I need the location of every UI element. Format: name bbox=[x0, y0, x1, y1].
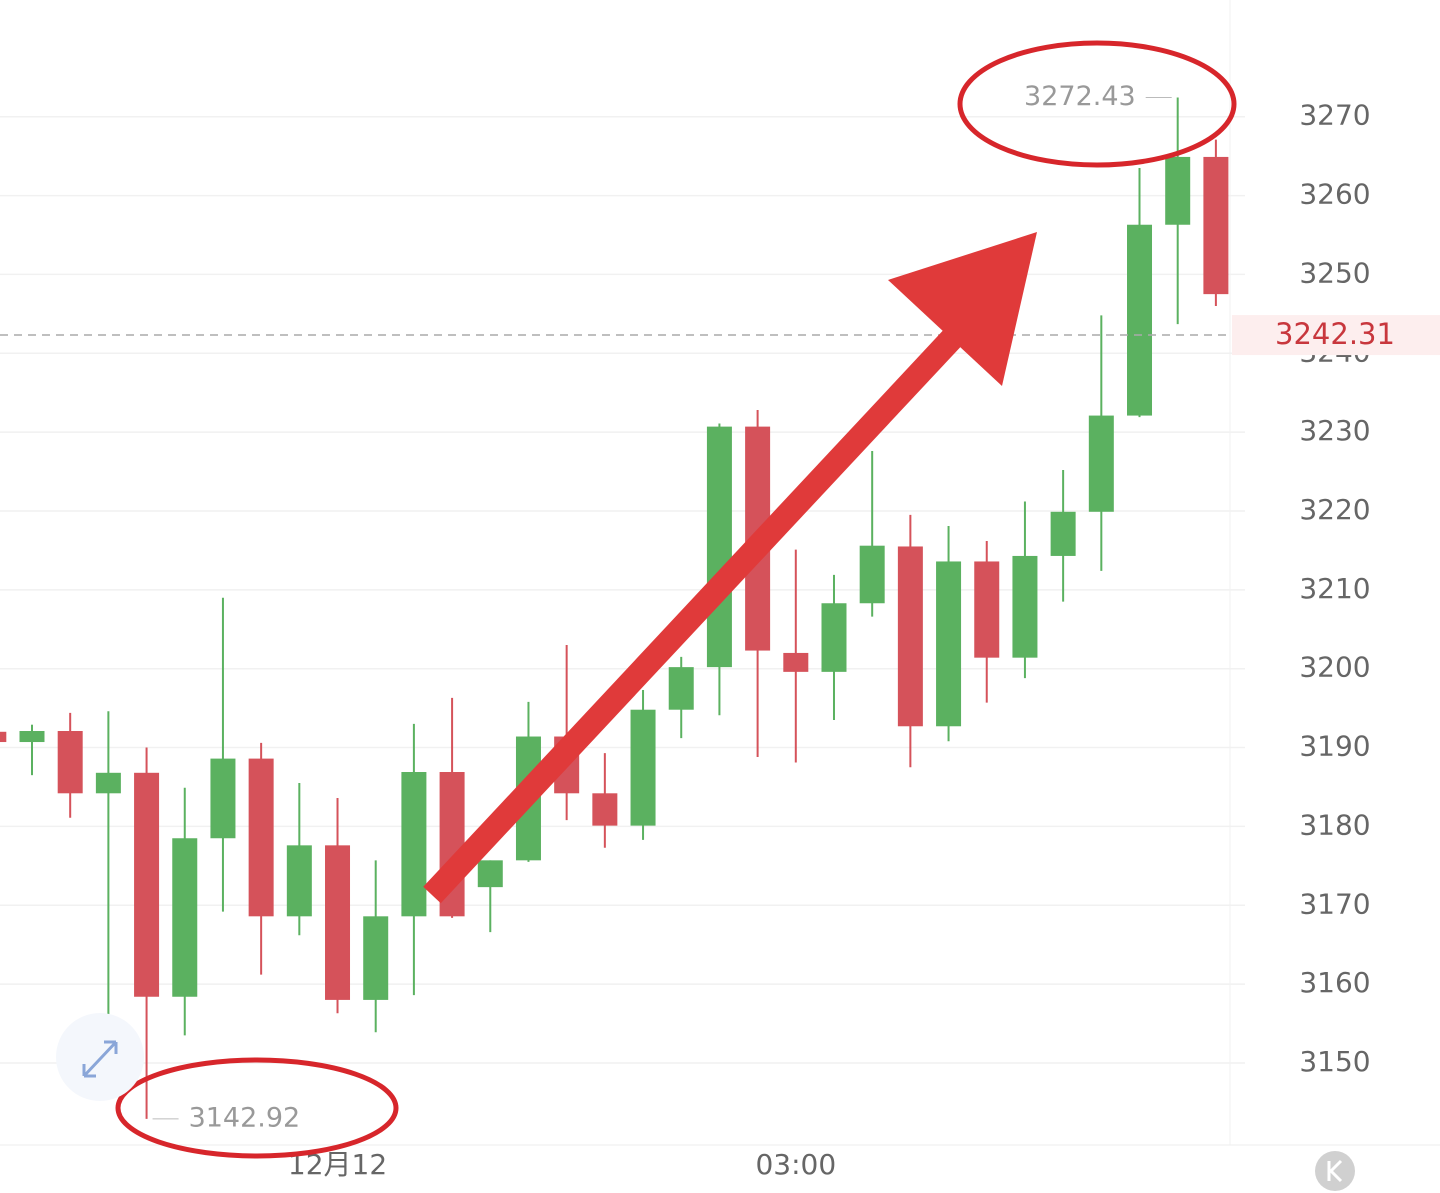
candle-body bbox=[897, 546, 923, 727]
y-tick-label: 3250 bbox=[1299, 256, 1370, 289]
y-tick-label: 3180 bbox=[1299, 808, 1370, 841]
candle-body bbox=[974, 561, 1000, 658]
candle-body bbox=[401, 772, 427, 917]
candle-body bbox=[668, 667, 694, 710]
candle-body bbox=[477, 860, 503, 888]
y-tick-label: 3210 bbox=[1299, 572, 1370, 605]
candle-body bbox=[592, 793, 618, 826]
candle-body bbox=[0, 731, 7, 743]
x-tick-label: 03:00 bbox=[755, 1148, 836, 1181]
y-tick-label: 3260 bbox=[1299, 178, 1370, 211]
candle-body bbox=[286, 845, 312, 917]
y-tick-label: 3200 bbox=[1299, 651, 1370, 684]
k-button[interactable] bbox=[1315, 1151, 1355, 1191]
candle-body bbox=[706, 426, 732, 668]
candle-body bbox=[248, 758, 274, 917]
candle-body bbox=[95, 772, 121, 794]
last-price-box bbox=[1232, 315, 1440, 356]
candle-body bbox=[1165, 156, 1191, 225]
y-tick-label: 3150 bbox=[1299, 1045, 1370, 1078]
candle-body bbox=[821, 603, 847, 672]
candle-body bbox=[936, 561, 962, 727]
candle-body bbox=[172, 838, 198, 997]
arrow-shaft bbox=[423, 323, 967, 904]
expand-icon bbox=[82, 1040, 118, 1078]
candle-body bbox=[859, 545, 885, 604]
candle-body bbox=[783, 652, 809, 672]
y-tick-label: 3190 bbox=[1299, 730, 1370, 763]
candle-body bbox=[134, 772, 160, 997]
highlight-ellipse bbox=[115, 1057, 399, 1159]
candle-body bbox=[325, 845, 351, 1000]
y-tick-label: 3270 bbox=[1299, 99, 1370, 132]
candle-body bbox=[57, 731, 83, 794]
arrow-head bbox=[888, 232, 1037, 386]
highlight-ellipse bbox=[957, 40, 1237, 168]
candle-body bbox=[210, 758, 236, 839]
max-label: 3272.43 bbox=[1024, 81, 1136, 112]
candle-body bbox=[1012, 555, 1038, 658]
y-tick-label: 3170 bbox=[1299, 887, 1370, 920]
candle-body bbox=[19, 731, 45, 743]
candle-body bbox=[1050, 511, 1076, 556]
candle-body bbox=[1203, 156, 1229, 295]
y-tick-label: 3160 bbox=[1299, 966, 1370, 999]
candle-body bbox=[630, 709, 656, 826]
last-price-label: 3242.31 bbox=[1275, 317, 1395, 351]
candle-body bbox=[1127, 224, 1153, 416]
candle-body bbox=[1088, 415, 1114, 512]
y-tick-label: 3230 bbox=[1299, 414, 1370, 447]
min-label: 3142.92 bbox=[189, 1102, 301, 1133]
y-tick-label: 3220 bbox=[1299, 493, 1370, 526]
k-icon bbox=[1327, 1159, 1343, 1183]
candle-body bbox=[363, 916, 389, 1000]
